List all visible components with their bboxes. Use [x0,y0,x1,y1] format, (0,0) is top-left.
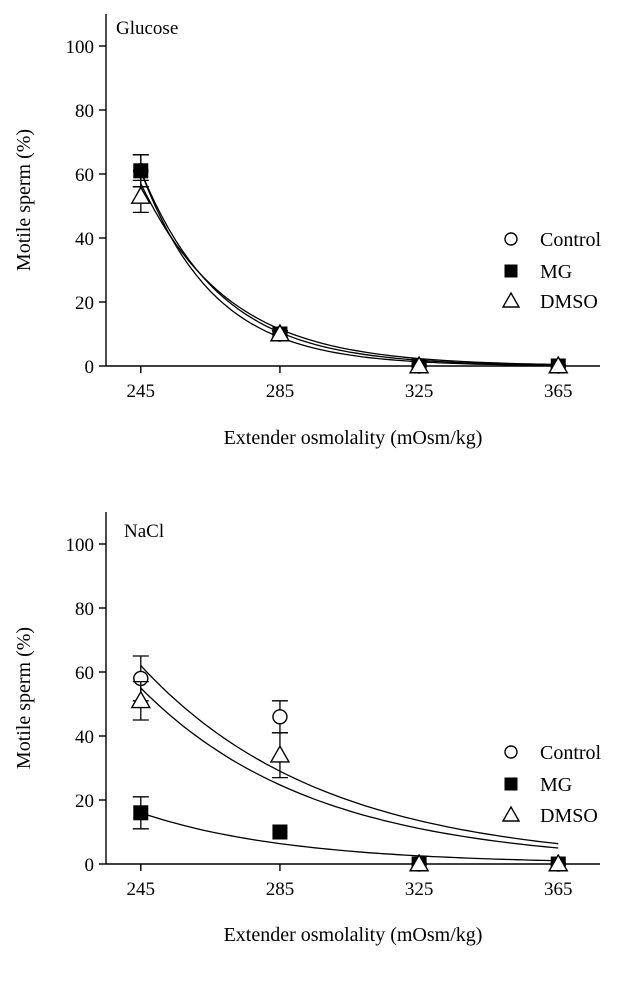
data-point-dmso [548,853,569,872]
x-tick-label: 285 [266,879,295,900]
y-axis-label: Motile sperm (%) [13,627,35,769]
legend-label-control: Control [540,742,602,764]
fit-curve-dmso [140,687,559,849]
legend-marker-mg [504,264,518,278]
x-tick-label: 245 [127,381,156,402]
data-point-mg [272,824,288,840]
y-tick-label: 80 [75,101,94,122]
x-axis-label: Extender osmolality (mOsm/kg) [224,427,483,449]
legend-label-mg: MG [540,774,572,796]
data-point-mg [133,805,149,821]
glucose-panel: 0 20 40 60 80 100 245 285 325 365 Extender osmolal… [13,14,602,449]
data-point-control [272,709,288,725]
x-axis-label: Extender osmolality (mOsm/kg) [224,924,483,946]
legend-marker-mg [504,777,518,791]
nacl-panel: 0 20 40 60 80 100 245 285 325 365 Extender osmolal… [13,512,602,946]
y-tick-label: 100 [66,535,95,556]
legend-label-mg: MG [540,261,572,283]
data-point-mg [133,163,149,179]
y-tick-label: 80 [75,599,94,620]
fit-curve-control [140,170,559,367]
legend-label-dmso: DMSO [540,291,598,313]
y-tick-label: 0 [85,357,95,378]
x-tick-label: 365 [544,879,573,900]
y-tick-label: 20 [75,293,94,314]
data-point-dmso [408,355,430,374]
fit-curve-control [140,665,559,845]
x-tick-label: 245 [127,879,156,900]
data-point-dmso [130,690,151,709]
panel-title: Glucose [116,18,178,39]
legend-marker-dmso [501,805,521,822]
data-point-dmso [548,355,569,374]
y-tick-label: 40 [75,727,94,748]
fit-curve-mg [140,170,559,366]
data-point-dmso [130,185,151,204]
y-axis-label: Motile sperm (%) [13,129,35,271]
legend-marker-dmso [501,291,521,308]
y-tick-label: 20 [75,791,94,812]
data-point-dmso [269,323,291,342]
x-tick-label: 325 [405,381,434,402]
legend-marker-control [504,745,518,759]
fit-curve-mg [140,812,559,862]
panel-title: NaCl [124,521,164,542]
y-tick-label: 100 [66,37,95,58]
x-tick-label: 325 [405,879,434,900]
y-tick-label: 60 [75,663,94,684]
fit-curve-dmso [140,183,559,366]
y-tick-label: 0 [85,855,95,876]
y-tick-label: 60 [75,165,94,186]
legend-label-dmso: DMSO [540,805,598,827]
x-tick-label: 285 [266,381,295,402]
legend-marker-control [504,232,518,246]
data-point-dmso [269,744,291,763]
legend-label-control: Control [540,229,602,251]
y-tick-label: 40 [75,229,94,250]
data-point-dmso [408,853,430,872]
x-tick-label: 365 [544,381,573,402]
